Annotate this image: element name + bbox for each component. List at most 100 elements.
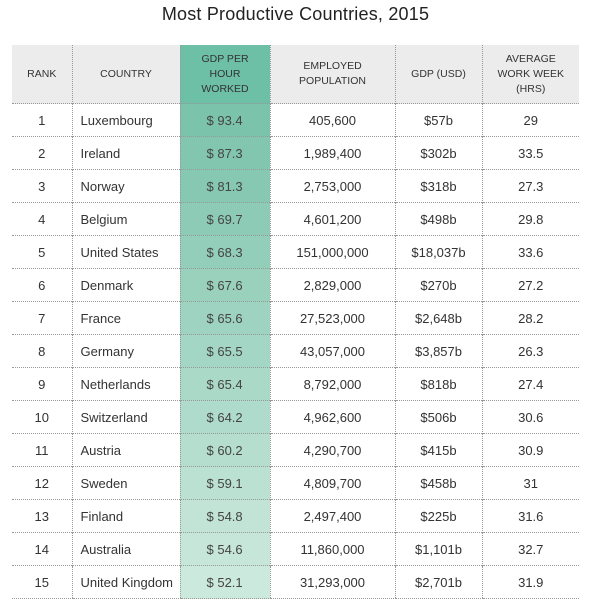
employed-cell: 43,057,000: [269, 334, 395, 368]
table-row: 9 Netherlands $ 65.4 8,792,000 $818b 27.4: [12, 367, 579, 401]
table-row: 7 France $ 65.6 27,523,000 $2,648b 28.2: [12, 301, 579, 335]
employed-cell: 8,792,000: [269, 367, 395, 401]
gdp-usd-cell: $818b: [394, 367, 482, 401]
work-week-cell: 29.8: [481, 202, 579, 236]
column-header: COUNTRY: [71, 45, 180, 104]
gdp-cell: $ 65.5: [179, 334, 270, 368]
country-cell: Denmark: [71, 268, 180, 302]
country-cell: Norway: [71, 169, 180, 203]
table-row: 1 Luxembourg $ 93.4 405,600 $57b 29: [12, 103, 579, 137]
rank-cell: 9: [12, 367, 72, 401]
work-week-cell: 31: [481, 466, 579, 500]
work-week-cell: 31.6: [481, 499, 579, 533]
employed-cell: 4,809,700: [269, 466, 395, 500]
country-cell: Germany: [71, 334, 180, 368]
country-cell: France: [71, 301, 180, 335]
gdp-usd-cell: $498b: [394, 202, 482, 236]
work-week-cell: 33.6: [481, 235, 579, 269]
rank-cell: 8: [12, 334, 72, 368]
work-week-cell: 30.9: [481, 433, 579, 467]
work-week-cell: 33.5: [481, 136, 579, 170]
table-head: RANK COUNTRY GDP PER HOUR WORKED EMPLOYED P…: [12, 45, 579, 104]
gdp-cell: $ 81.3: [179, 169, 270, 203]
employed-cell: 4,962,600: [269, 400, 395, 434]
gdp-cell: $ 60.2: [179, 433, 270, 467]
gdp-cell: $ 64.2: [179, 400, 270, 434]
column-header: RANK: [12, 45, 72, 104]
rank-cell: 5: [12, 235, 72, 269]
rank-cell: 14: [12, 532, 72, 566]
gdp-usd-cell: $318b: [394, 169, 482, 203]
gdp-usd-cell: $302b: [394, 136, 482, 170]
table-row: 11 Austria $ 60.2 4,290,700 $415b 30.9: [12, 433, 579, 467]
country-cell: Belgium: [71, 202, 180, 236]
gdp-cell: $ 87.3: [179, 136, 270, 170]
country-cell: United States: [71, 235, 180, 269]
table-row: 15 United Kingdom $ 52.1 31,293,000 $2,701b 3…: [12, 565, 579, 599]
table-row: 8 Germany $ 65.5 43,057,000 $3,857b 26.3: [12, 334, 579, 368]
employed-cell: 2,753,000: [269, 169, 395, 203]
work-week-cell: 30.6: [481, 400, 579, 434]
title: Most Productive Countries, 2015: [161, 4, 430, 24]
gdp-usd-cell: $458b: [394, 466, 482, 500]
employed-cell: 31,293,000: [269, 565, 395, 599]
employed-cell: 11,860,000: [269, 532, 395, 566]
employed-cell: 151,000,000: [269, 235, 395, 269]
work-week-cell: 27.2: [481, 268, 579, 302]
table-body: 1 Luxembourg $ 93.4 405,600 $57b 29 2 Ireland $ …: [12, 103, 579, 599]
column-header: GDP (USD): [394, 45, 482, 104]
country-cell: Switzerland: [71, 400, 180, 434]
work-week-cell: 28.2: [481, 301, 579, 335]
table-row: 12 Sweden $ 59.1 4,809,700 $458b 31: [12, 466, 579, 500]
rank-cell: 11: [12, 433, 72, 467]
gdp-usd-cell: $2,701b: [394, 565, 482, 599]
employed-cell: 405,600: [269, 103, 395, 137]
gdp-cell: $ 54.8: [179, 499, 270, 533]
table-row: 5 United States $ 68.3 151,000,000 $18,037b 3…: [12, 235, 579, 269]
table-row: 3 Norway $ 81.3 2,753,000 $318b 27.3: [12, 169, 579, 203]
gdp-usd-cell: $2,648b: [394, 301, 482, 335]
table-row: 10 Switzerland $ 64.2 4,962,600 $506b 30.6: [12, 400, 579, 434]
rank-cell: 7: [12, 301, 72, 335]
column-header: EMPLOYED POPULATION: [269, 45, 395, 104]
employed-cell: 4,290,700: [269, 433, 395, 467]
gdp-usd-cell: $270b: [394, 268, 482, 302]
gdp-cell: $ 93.4: [179, 103, 270, 137]
rank-cell: 10: [12, 400, 72, 434]
gdp-cell: $ 65.6: [179, 301, 270, 335]
table: RANK COUNTRY GDP PER HOUR WORKED EMPLOYED P…: [12, 45, 579, 599]
gdp-cell: $ 67.6: [179, 268, 270, 302]
rank-cell: 1: [12, 103, 72, 137]
employed-cell: 2,497,400: [269, 499, 395, 533]
gdp-cell: $ 59.1: [179, 466, 270, 500]
employed-cell: 4,601,200: [269, 202, 395, 236]
rank-cell: 15: [12, 565, 72, 599]
country-cell: Australia: [71, 532, 180, 566]
gdp-cell: $ 69.7: [179, 202, 270, 236]
rank-cell: 2: [12, 136, 72, 170]
gdp-usd-cell: $225b: [394, 499, 482, 533]
table-row: 13 Finland $ 54.8 2,497,400 $225b 31.6: [12, 499, 579, 533]
table-row: 2 Ireland $ 87.3 1,989,400 $302b 33.5: [12, 136, 579, 170]
country-cell: United Kingdom: [71, 565, 180, 599]
header-row: RANK COUNTRY GDP PER HOUR WORKED EMPLOYED P…: [12, 45, 579, 104]
country-cell: Netherlands: [71, 367, 180, 401]
gdp-usd-cell: $18,037b: [394, 235, 482, 269]
gdp-cell: $ 54.6: [179, 532, 270, 566]
gdp-usd-cell: $57b: [394, 103, 482, 137]
country-cell: Finland: [71, 499, 180, 533]
column-header: AVERAGE WORK WEEK (HRS): [481, 45, 579, 104]
gdp-cell: $ 52.1: [179, 565, 270, 599]
rank-cell: 13: [12, 499, 72, 533]
gdp-usd-cell: $506b: [394, 400, 482, 434]
employed-cell: 1,989,400: [269, 136, 395, 170]
country-cell: Luxembourg: [71, 103, 180, 137]
column-header: GDP PER HOUR WORKED: [179, 45, 270, 104]
work-week-cell: 27.3: [481, 169, 579, 203]
rank-cell: 3: [12, 169, 72, 203]
country-cell: Austria: [71, 433, 180, 467]
work-week-cell: 29: [481, 103, 579, 137]
employed-cell: 27,523,000: [269, 301, 395, 335]
gdp-usd-cell: $3,857b: [394, 334, 482, 368]
